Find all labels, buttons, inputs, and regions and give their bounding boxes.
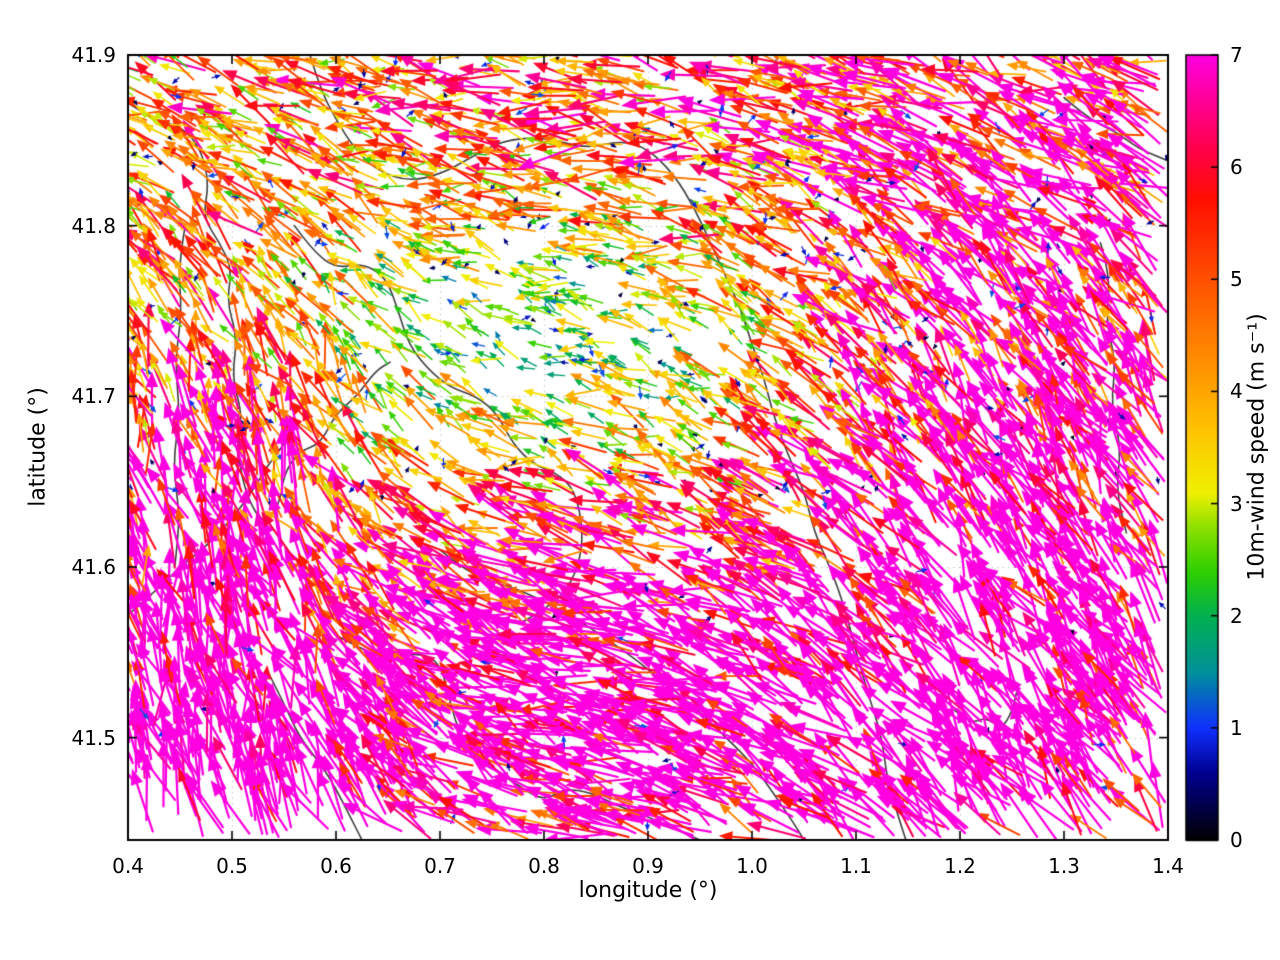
colorbar-tick-label: 4 bbox=[1230, 379, 1243, 404]
colorbar-title: 10m-wind speed (m s⁻¹) bbox=[1244, 313, 1270, 581]
y-axis-title: latitude (°) bbox=[25, 387, 51, 507]
x-tick-label: 0.4 bbox=[112, 854, 144, 878]
y-tick-label: 41.5 bbox=[71, 725, 116, 750]
y-tick-label: 41.6 bbox=[71, 554, 116, 579]
x-tick-label: 1.0 bbox=[736, 854, 768, 878]
x-tick-label: 1.4 bbox=[1152, 854, 1184, 878]
colorbar-tick-label: 6 bbox=[1230, 155, 1243, 180]
x-tick-label: 1.3 bbox=[1048, 854, 1080, 878]
colorbar-tick-label: 7 bbox=[1230, 43, 1243, 67]
x-axis-title: longitude (°) bbox=[578, 878, 718, 903]
y-tick-label: 41.9 bbox=[71, 43, 116, 67]
x-tick-label: 0.9 bbox=[632, 854, 664, 878]
y-tick-label: 41.8 bbox=[71, 213, 116, 238]
x-tick-label: 0.8 bbox=[528, 854, 560, 878]
x-tick-label: 0.6 bbox=[320, 854, 352, 878]
x-tick-label: 0.5 bbox=[216, 854, 248, 878]
y-tick-label: 41.7 bbox=[71, 384, 116, 409]
x-tick-label: 1.1 bbox=[840, 854, 872, 878]
colorbar-tick-label: 2 bbox=[1230, 603, 1243, 628]
colorbar-tick-label: 0 bbox=[1230, 828, 1243, 852]
colorbar-tick-label: 5 bbox=[1230, 267, 1243, 292]
x-tick-label: 0.7 bbox=[424, 854, 456, 878]
colorbar-tick-label: 3 bbox=[1230, 491, 1243, 516]
x-tick-label: 1.2 bbox=[944, 854, 976, 878]
colorbar-tick-label: 1 bbox=[1230, 715, 1243, 740]
